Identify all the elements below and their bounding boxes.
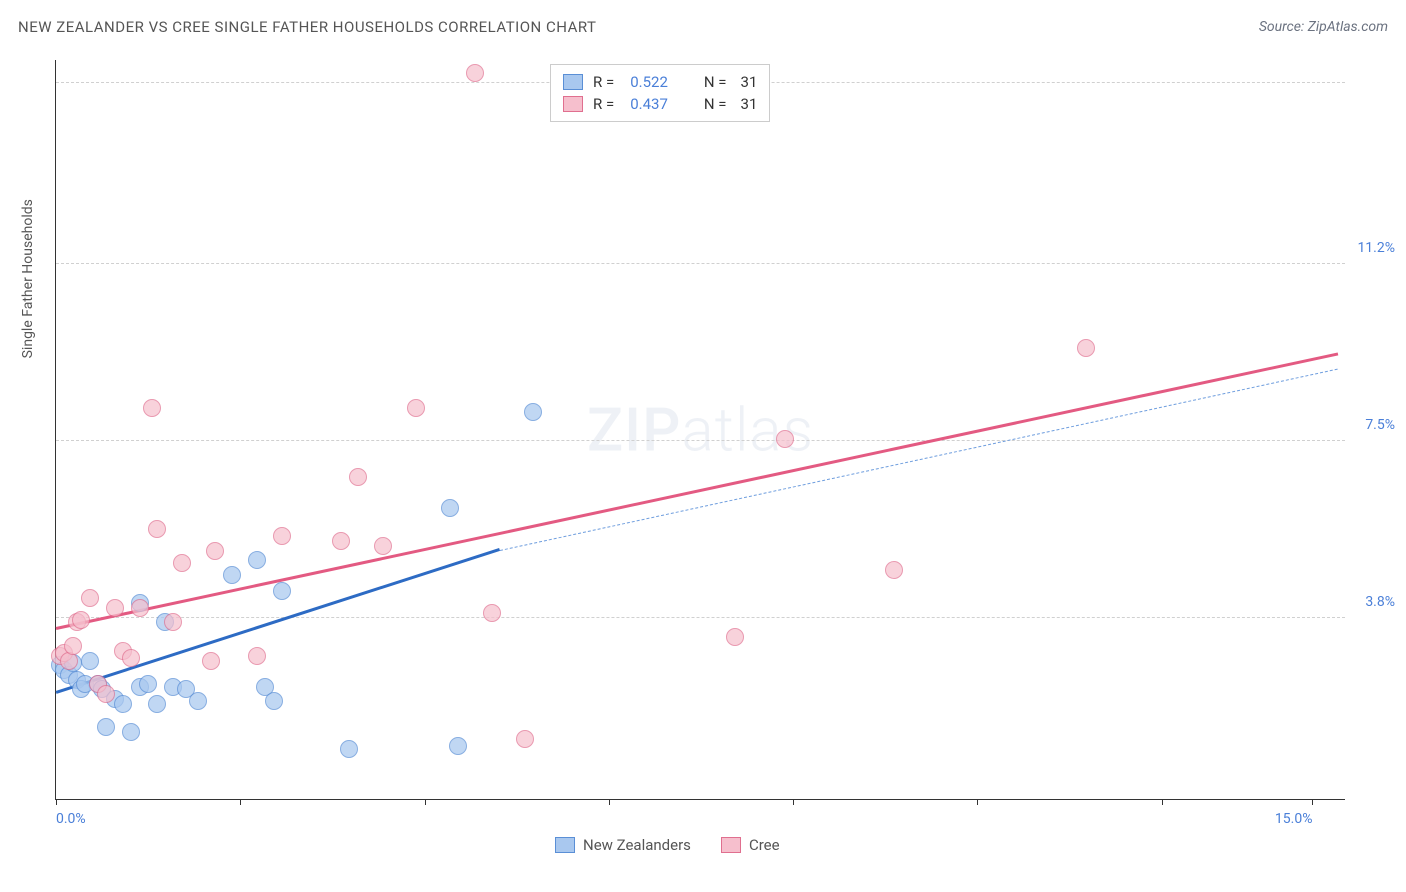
legend-swatch	[555, 837, 575, 853]
data-point	[148, 520, 166, 538]
data-point	[726, 628, 744, 646]
chart-title: NEW ZEALANDER VS CREE SINGLE FATHER HOUS…	[18, 18, 596, 36]
legend-n-value: 31	[741, 73, 758, 91]
data-point	[81, 652, 99, 670]
gridline	[56, 617, 1345, 618]
data-point	[483, 604, 501, 622]
x-tick	[609, 799, 610, 805]
source-attribution: Source: ZipAtlas.com	[1259, 19, 1388, 35]
data-point	[114, 695, 132, 713]
data-point	[189, 692, 207, 710]
data-point	[72, 611, 90, 629]
data-point	[265, 692, 283, 710]
data-point	[106, 599, 124, 617]
series-legend-label: New Zealanders	[583, 836, 691, 854]
legend-n-value: 31	[741, 95, 758, 113]
series-legend: New Zealanders Cree	[555, 836, 780, 854]
data-point	[349, 468, 367, 486]
series-legend-item: New Zealanders	[555, 836, 691, 854]
data-point	[885, 561, 903, 579]
trend-line	[56, 353, 1338, 630]
data-point	[139, 675, 157, 693]
x-tick	[977, 799, 978, 805]
correlation-legend: R = 0.522 N = 31 R = 0.437 N = 31	[550, 64, 770, 122]
data-point	[97, 718, 115, 736]
x-tick	[56, 799, 57, 805]
x-tick	[1312, 799, 1313, 805]
series-legend-label: Cree	[749, 836, 780, 854]
legend-r-label: R =	[593, 73, 614, 91]
x-tick	[1162, 799, 1163, 805]
data-point	[223, 566, 241, 584]
y-tick-label: 7.5%	[1365, 417, 1395, 433]
gridline	[56, 440, 1345, 441]
data-point	[164, 613, 182, 631]
series-legend-item: Cree	[721, 836, 780, 854]
y-axis-title: Single Father Households	[20, 199, 36, 358]
data-point	[97, 685, 115, 703]
data-point	[122, 723, 140, 741]
legend-swatch	[563, 74, 583, 90]
data-point	[206, 542, 224, 560]
data-point	[374, 537, 392, 555]
data-point	[466, 64, 484, 82]
data-point	[273, 527, 291, 545]
legend-r-value: 0.522	[630, 73, 668, 91]
data-point	[122, 649, 140, 667]
watermark-bold: ZIP	[587, 394, 681, 465]
legend-r-label: R =	[593, 95, 614, 113]
trend-line	[500, 368, 1338, 550]
data-point	[449, 737, 467, 755]
legend-n-label: N =	[704, 73, 727, 91]
data-point	[202, 652, 220, 670]
legend-swatch	[563, 96, 583, 112]
x-tick-label: 15.0%	[1275, 811, 1313, 827]
y-tick-label: 3.8%	[1365, 594, 1395, 610]
data-point	[1077, 339, 1095, 357]
data-point	[143, 399, 161, 417]
y-tick-label: 11.2%	[1357, 240, 1395, 256]
x-tick-label: 0.0%	[56, 811, 86, 827]
data-point	[248, 647, 266, 665]
data-point	[148, 695, 166, 713]
watermark-rest: atlas	[681, 394, 814, 465]
gridline	[56, 263, 1345, 264]
data-point	[776, 430, 794, 448]
data-point	[64, 637, 82, 655]
legend-row: R = 0.522 N = 31	[563, 71, 757, 93]
legend-n-label: N =	[704, 95, 727, 113]
data-point	[441, 499, 459, 517]
data-point	[81, 589, 99, 607]
x-tick	[425, 799, 426, 805]
data-point	[407, 399, 425, 417]
data-point	[524, 403, 542, 421]
legend-r-value: 0.437	[630, 95, 668, 113]
data-point	[516, 730, 534, 748]
x-tick	[240, 799, 241, 805]
legend-swatch	[721, 837, 741, 853]
data-point	[173, 554, 191, 572]
data-point	[131, 599, 149, 617]
legend-row: R = 0.437 N = 31	[563, 93, 757, 115]
data-point	[248, 551, 266, 569]
data-point	[340, 740, 358, 758]
chart-header: NEW ZEALANDER VS CREE SINGLE FATHER HOUS…	[18, 18, 1388, 36]
scatter-plot-area: ZIPatlas 3.8%7.5%11.2%0.0%15.0%	[55, 60, 1345, 800]
trend-line	[56, 548, 501, 694]
data-point	[273, 582, 291, 600]
x-tick	[793, 799, 794, 805]
data-point	[332, 532, 350, 550]
